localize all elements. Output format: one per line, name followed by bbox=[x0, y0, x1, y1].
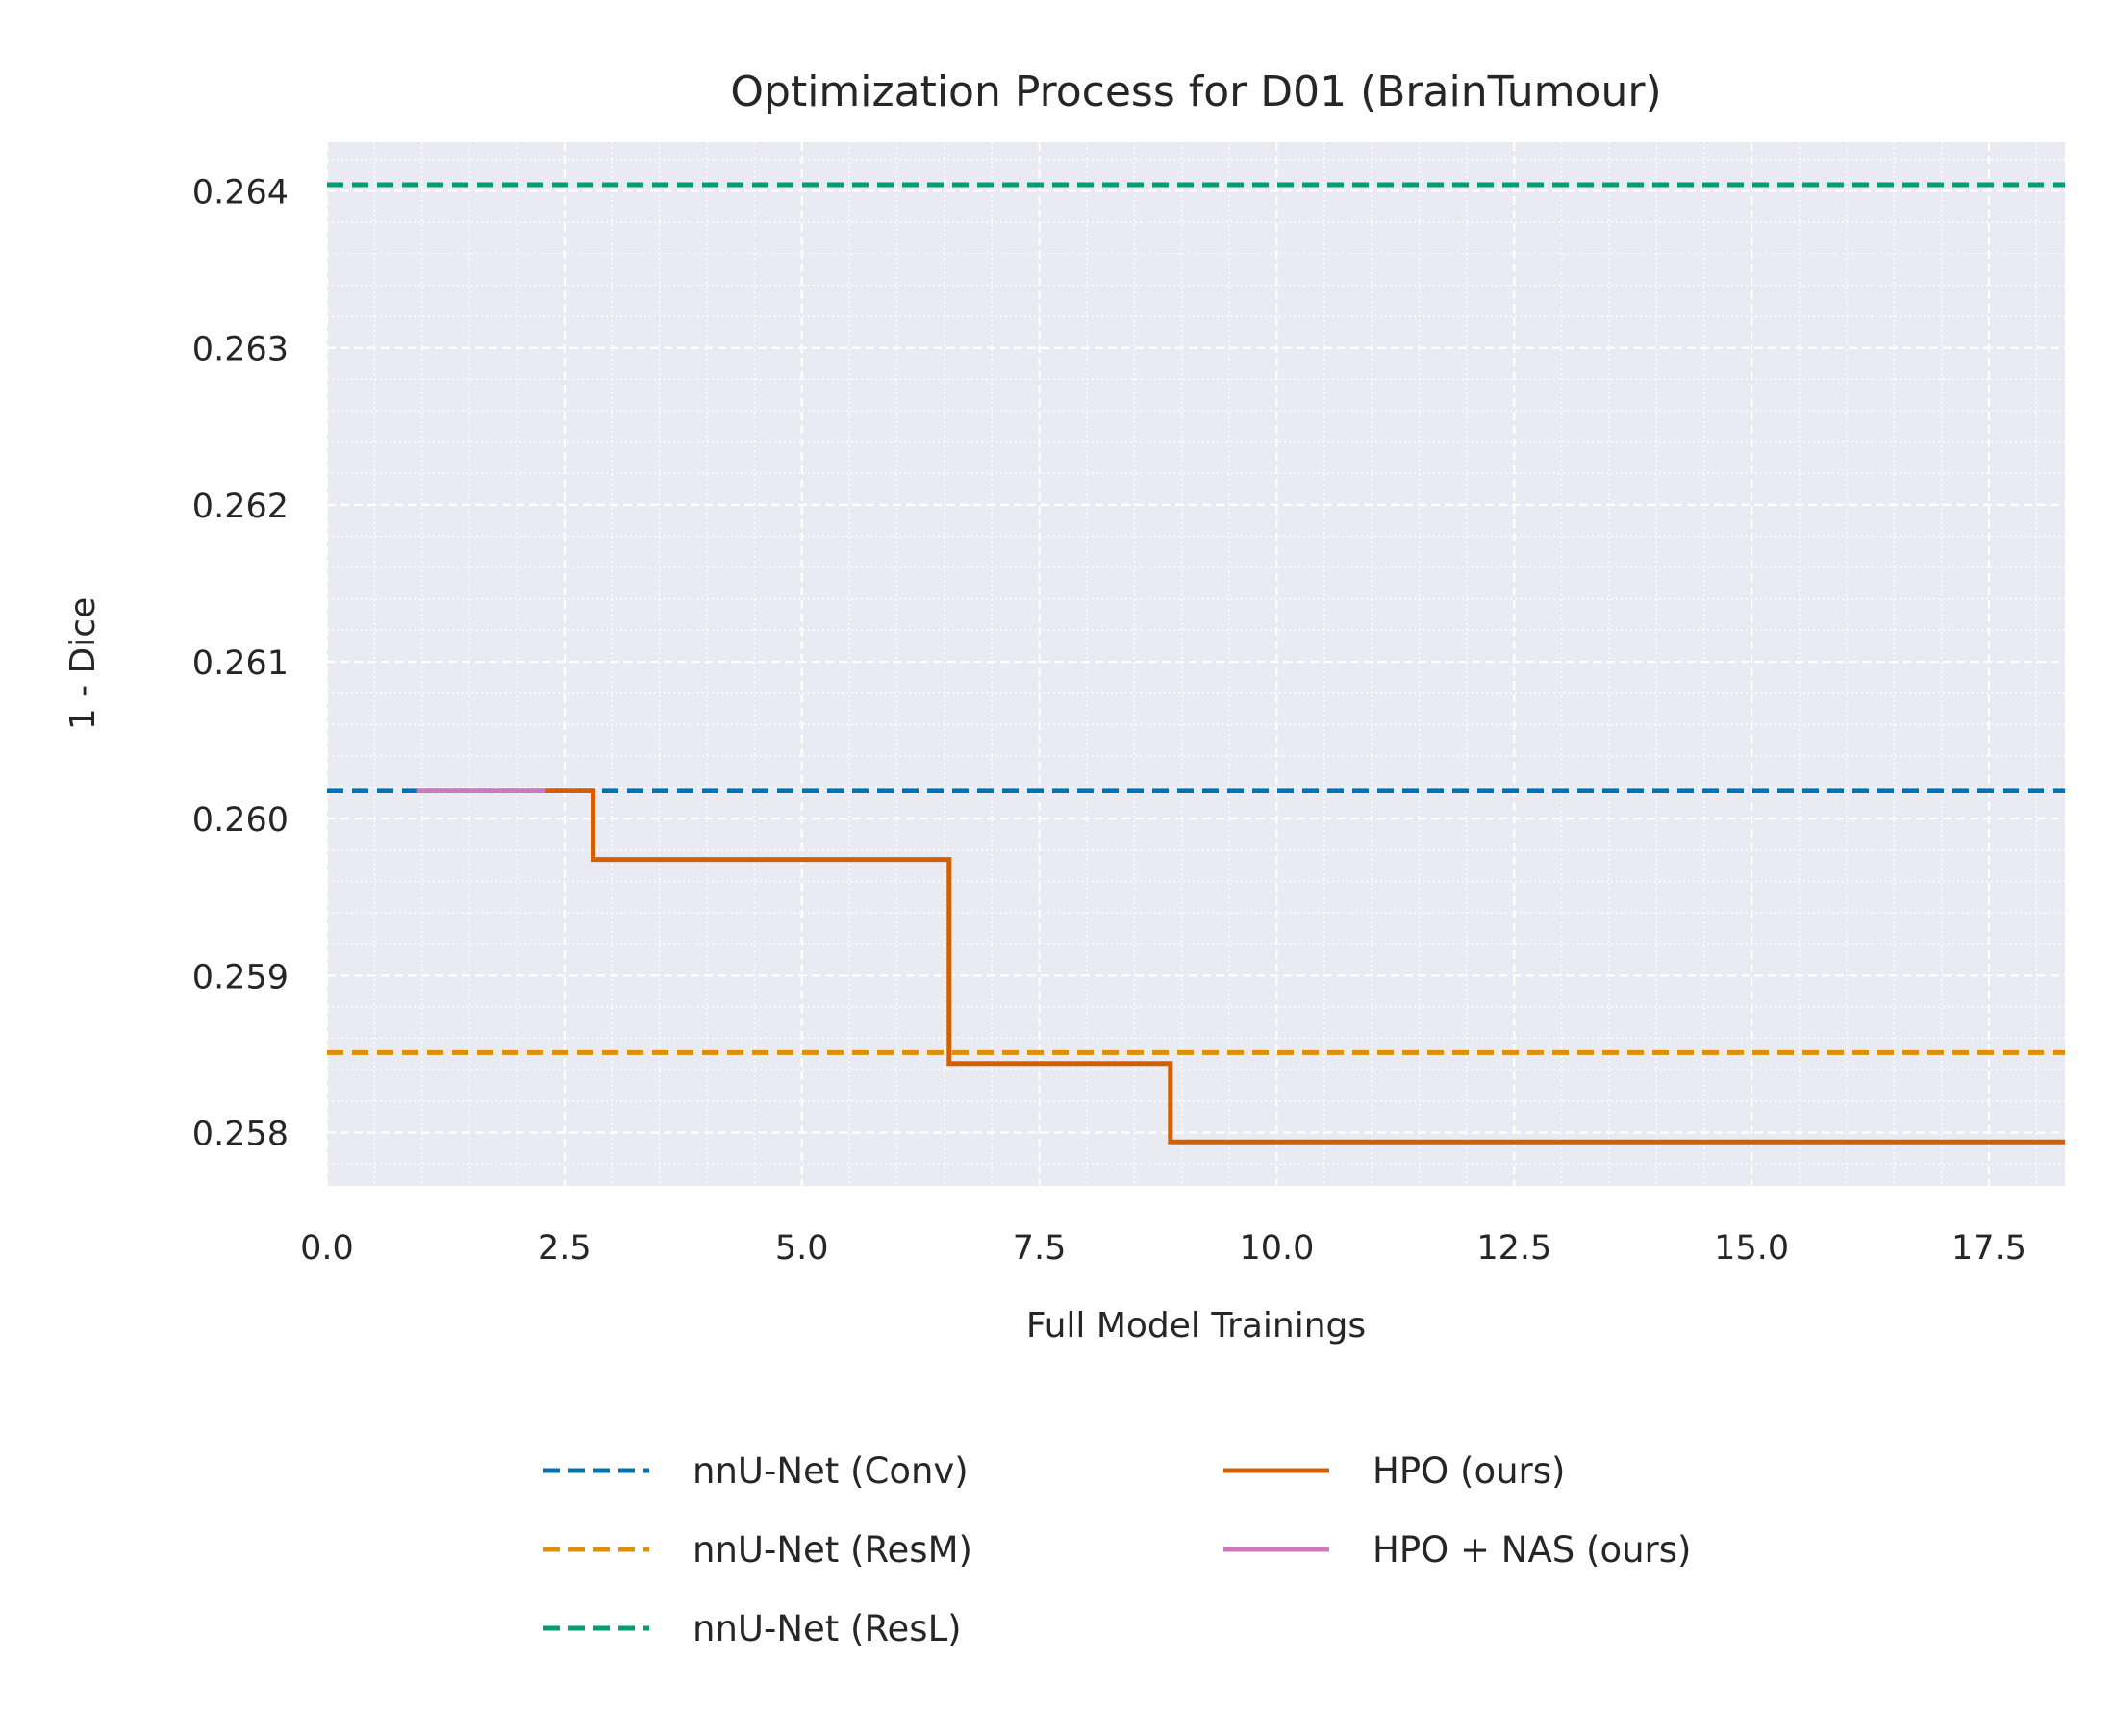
y-tick-label: 0.264 bbox=[192, 174, 289, 213]
x-tick-label: 15.0 bbox=[1714, 1229, 1789, 1268]
y-tick-label: 0.260 bbox=[192, 801, 289, 840]
series-layer bbox=[327, 182, 2065, 1145]
major-grid bbox=[325, 142, 2065, 1186]
tick-labels: 0.0 2.5 5.0 7.5 10.0 12.5 15.0 17.5 0.258 0.259 0.… bbox=[192, 174, 2027, 1268]
y-tick-label: 0.262 bbox=[192, 488, 289, 526]
x-tick-label: 7.5 bbox=[1013, 1229, 1067, 1268]
chart-title: Optimization Process for D01 (BrainTumou… bbox=[730, 67, 1661, 116]
x-tick-label: 12.5 bbox=[1476, 1229, 1551, 1268]
legend-label-nnu-net-resm: nnU-Net (ResM) bbox=[693, 1529, 972, 1571]
y-tick-label: 0.263 bbox=[192, 331, 289, 369]
series-line-hpo-ours bbox=[545, 788, 2065, 1145]
x-tick-label: 17.5 bbox=[1952, 1229, 2027, 1268]
y-tick-label: 0.259 bbox=[192, 958, 289, 996]
y-axis-label: 1 - Dice bbox=[63, 597, 103, 730]
legend-label-hpo-ours: HPO (ours) bbox=[1373, 1450, 1565, 1492]
legend-label-nnu-net-resl: nnU-Net (ResL) bbox=[693, 1608, 962, 1649]
y-tick-label: 0.261 bbox=[192, 644, 289, 683]
x-tick-label: 0.0 bbox=[300, 1229, 354, 1268]
legend-label-hpo-nas-ours: HPO + NAS (ours) bbox=[1373, 1529, 1691, 1571]
x-tick-label: 10.0 bbox=[1239, 1229, 1314, 1268]
plot-background bbox=[327, 142, 2065, 1186]
legend-label-nnu-net-conv: nnU-Net (Conv) bbox=[693, 1450, 969, 1492]
x-axis-label: Full Model Trainings bbox=[1026, 1306, 1366, 1346]
legend: nnU-Net (Conv) nnU-Net (ResM) nnU-Net (Res… bbox=[543, 1450, 1691, 1649]
minor-grid bbox=[327, 142, 2065, 1186]
x-tick-label: 5.0 bbox=[775, 1229, 829, 1268]
y-tick-label: 0.258 bbox=[192, 1116, 289, 1154]
x-tick-label: 2.5 bbox=[538, 1229, 592, 1268]
